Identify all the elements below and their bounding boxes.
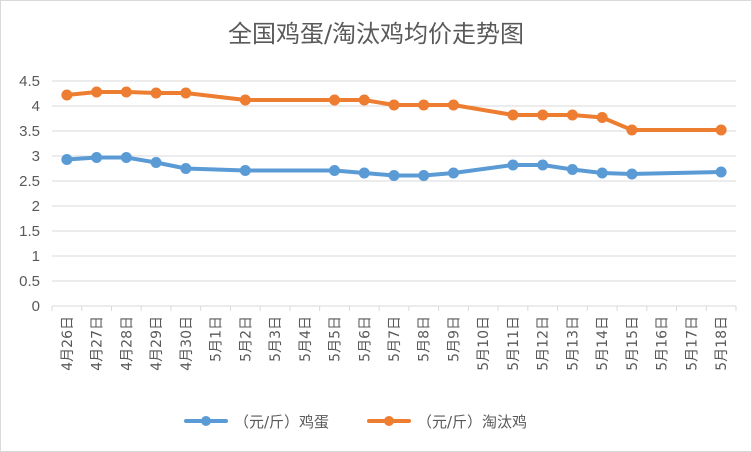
legend-label: （元/斤）淘汰鸡 <box>417 413 527 431</box>
x-tick-label: 5月4日 <box>298 316 314 362</box>
x-axis-ticks: 4月26日 4月27日 4月28日 4月29日 4月30日 5月1日 5月2日 5月3日 5月4… <box>51 306 737 371</box>
data-point <box>91 86 103 98</box>
data-point <box>91 152 103 163</box>
x-tick-label: 5月6日 <box>357 316 373 362</box>
y-tick-label: 1 <box>32 248 40 265</box>
legend-marker <box>384 416 394 426</box>
data-point <box>537 109 549 121</box>
data-point <box>418 170 430 181</box>
data-point <box>715 166 727 178</box>
legend-marker <box>201 416 211 426</box>
x-tick-label: 5月3日 <box>268 316 284 362</box>
gridlines <box>52 80 736 307</box>
legend: （元/斤）鸡蛋 （元/斤）淘汰鸡 <box>184 413 527 431</box>
data-point <box>418 99 430 111</box>
x-tick-label: 4月27日 <box>90 316 106 371</box>
x-tick-label: 4月26日 <box>60 316 76 371</box>
data-point <box>150 87 162 99</box>
chart-title: 全国鸡蛋/淘汰鸡均价走势图 <box>227 20 525 48</box>
data-point <box>715 124 727 136</box>
x-tick-label: 5月14日 <box>595 316 611 371</box>
x-tick-label: 4月30日 <box>179 316 195 371</box>
x-tick-label: 5月9日 <box>446 316 462 362</box>
data-point <box>507 109 519 121</box>
data-point <box>507 159 519 171</box>
data-point <box>358 94 370 106</box>
y-tick-label: 4 <box>32 98 40 115</box>
x-tick-label: 5月1日 <box>209 316 225 362</box>
x-tick-label: 5月13日 <box>565 316 581 371</box>
data-point <box>596 167 608 179</box>
x-tick-label: 5月2日 <box>238 316 254 362</box>
data-point <box>61 154 73 165</box>
data-point <box>447 167 459 179</box>
data-point <box>329 165 341 176</box>
x-tick-label: 5月12日 <box>536 316 552 371</box>
data-point <box>447 99 459 111</box>
data-point <box>61 89 73 101</box>
data-point <box>239 94 251 106</box>
y-tick-label: 1.5 <box>19 223 40 240</box>
data-point <box>180 163 192 174</box>
series-group <box>61 86 727 181</box>
data-point <box>596 112 608 123</box>
data-point <box>566 164 578 175</box>
x-tick-label: 5月16日 <box>655 316 671 371</box>
data-point <box>388 99 400 111</box>
x-tick-label: 5月5日 <box>328 316 344 362</box>
x-tick-label: 5月17日 <box>684 316 700 371</box>
legend-label: （元/斤）鸡蛋 <box>234 413 329 431</box>
x-tick-label: 5月7日 <box>387 316 403 362</box>
y-tick-label: 0.5 <box>19 273 40 290</box>
x-tick-label: 5月18日 <box>714 316 730 371</box>
data-point <box>329 94 341 106</box>
data-point <box>180 87 192 99</box>
x-tick-label: 5月11日 <box>506 316 522 371</box>
y-tick-label: 2.5 <box>19 173 40 190</box>
x-tick-label: 4月29日 <box>149 316 165 371</box>
y-tick-label: 0 <box>32 298 40 315</box>
data-point <box>120 152 132 163</box>
data-point <box>239 165 251 176</box>
data-point <box>150 157 162 168</box>
x-tick-label: 5月8日 <box>417 316 433 362</box>
y-tick-label: 4.5 <box>19 73 40 90</box>
series-line-1 <box>64 90 724 132</box>
y-tick-label: 3.5 <box>19 123 40 140</box>
data-point <box>388 170 400 181</box>
x-tick-label: 5月15日 <box>625 316 641 371</box>
data-point <box>120 86 132 98</box>
x-tick-label: 5月10日 <box>476 316 492 371</box>
data-point <box>537 159 549 171</box>
data-point <box>626 124 638 136</box>
y-tick-label: 3 <box>32 148 40 165</box>
data-point <box>358 167 370 179</box>
x-tick-label: 4月28日 <box>119 316 135 371</box>
data-point <box>626 168 638 180</box>
y-tick-label: 2 <box>32 198 40 215</box>
data-point <box>566 109 578 121</box>
y-axis-ticks: 0 0.5 1 1.5 2 2.5 3 3.5 4 4.5 <box>19 73 40 315</box>
